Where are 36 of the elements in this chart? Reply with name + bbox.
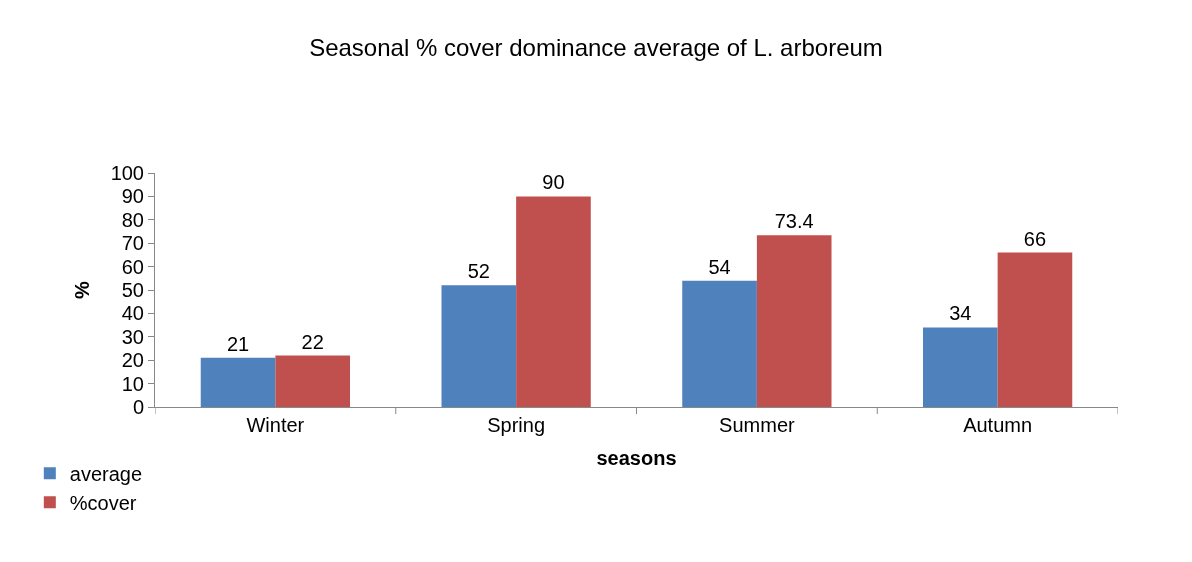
y-tick-label: 0	[132, 396, 144, 418]
y-tick-label: 20	[121, 349, 144, 372]
bar	[922, 327, 998, 407]
bar	[275, 355, 351, 407]
y-axis-title: %	[71, 280, 94, 299]
bar	[516, 196, 591, 407]
legend-label: %cover	[69, 492, 137, 515]
x-tick-label: Autumn	[963, 414, 1033, 436]
data-label: 52	[467, 260, 490, 283]
y-tick-label: 50	[121, 279, 144, 301]
bar	[200, 357, 276, 407]
data-label: 54	[708, 255, 731, 278]
data-label: 22	[301, 330, 324, 353]
chart-title: Seasonal % cover dominance average of L. arboreum	[309, 34, 883, 62]
y-tick-label: 30	[121, 325, 144, 348]
bar	[441, 285, 517, 407]
x-tick-label: Summer	[719, 414, 795, 436]
data-label: 90	[542, 171, 565, 194]
bar	[756, 235, 832, 407]
y-tick-label: 40	[121, 302, 144, 325]
legend-label: average	[69, 463, 143, 486]
y-tick-label: 60	[121, 255, 144, 278]
x-tick-label: Spring	[487, 414, 546, 436]
data-label: 66	[1023, 227, 1047, 250]
data-label: 34	[949, 302, 972, 325]
y-tick-label: 100	[110, 162, 144, 184]
bar	[682, 280, 757, 407]
y-tick-label: 90	[121, 185, 144, 208]
y-tick-label: 80	[121, 208, 144, 231]
y-tick-label: 70	[121, 232, 144, 255]
x-tick-label: Winter	[246, 414, 305, 436]
bar	[997, 252, 1073, 407]
x-axis-title: seasons	[596, 446, 677, 469]
data-label: 21	[226, 332, 250, 355]
data-label: 73.4	[774, 210, 814, 233]
y-tick-label: 10	[121, 372, 144, 395]
